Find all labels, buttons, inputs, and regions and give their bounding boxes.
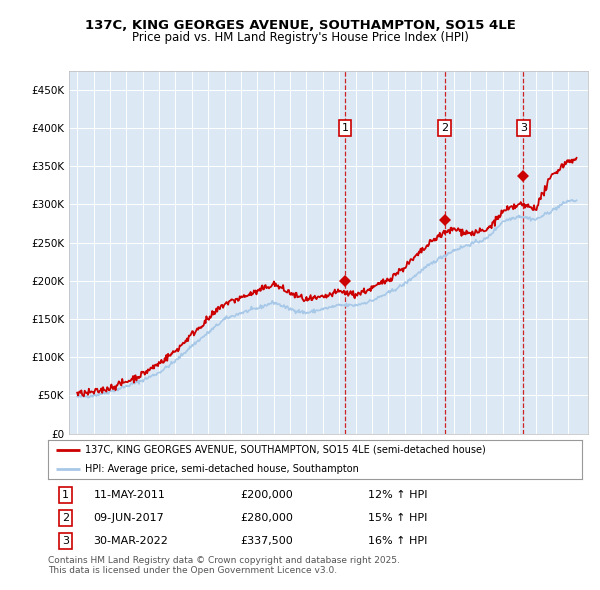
Text: 3: 3 bbox=[62, 536, 69, 546]
Text: £200,000: £200,000 bbox=[240, 490, 293, 500]
Text: 137C, KING GEORGES AVENUE, SOUTHAMPTON, SO15 4LE: 137C, KING GEORGES AVENUE, SOUTHAMPTON, … bbox=[85, 19, 515, 32]
Text: 15% ↑ HPI: 15% ↑ HPI bbox=[368, 513, 428, 523]
Text: 09-JUN-2017: 09-JUN-2017 bbox=[94, 513, 164, 523]
Text: £337,500: £337,500 bbox=[240, 536, 293, 546]
Text: 3: 3 bbox=[520, 123, 527, 133]
Text: Contains HM Land Registry data © Crown copyright and database right 2025.
This d: Contains HM Land Registry data © Crown c… bbox=[48, 556, 400, 575]
Text: 1: 1 bbox=[62, 490, 69, 500]
Text: 30-MAR-2022: 30-MAR-2022 bbox=[94, 536, 168, 546]
Text: 11-MAY-2011: 11-MAY-2011 bbox=[94, 490, 165, 500]
Text: 12% ↑ HPI: 12% ↑ HPI bbox=[368, 490, 428, 500]
Text: Price paid vs. HM Land Registry's House Price Index (HPI): Price paid vs. HM Land Registry's House … bbox=[131, 31, 469, 44]
Text: 137C, KING GEORGES AVENUE, SOUTHAMPTON, SO15 4LE (semi-detached house): 137C, KING GEORGES AVENUE, SOUTHAMPTON, … bbox=[85, 445, 486, 455]
Text: 1: 1 bbox=[341, 123, 349, 133]
Text: 2: 2 bbox=[62, 513, 69, 523]
Text: HPI: Average price, semi-detached house, Southampton: HPI: Average price, semi-detached house,… bbox=[85, 464, 359, 474]
Text: 2: 2 bbox=[441, 123, 448, 133]
Text: £280,000: £280,000 bbox=[240, 513, 293, 523]
Text: 16% ↑ HPI: 16% ↑ HPI bbox=[368, 536, 428, 546]
